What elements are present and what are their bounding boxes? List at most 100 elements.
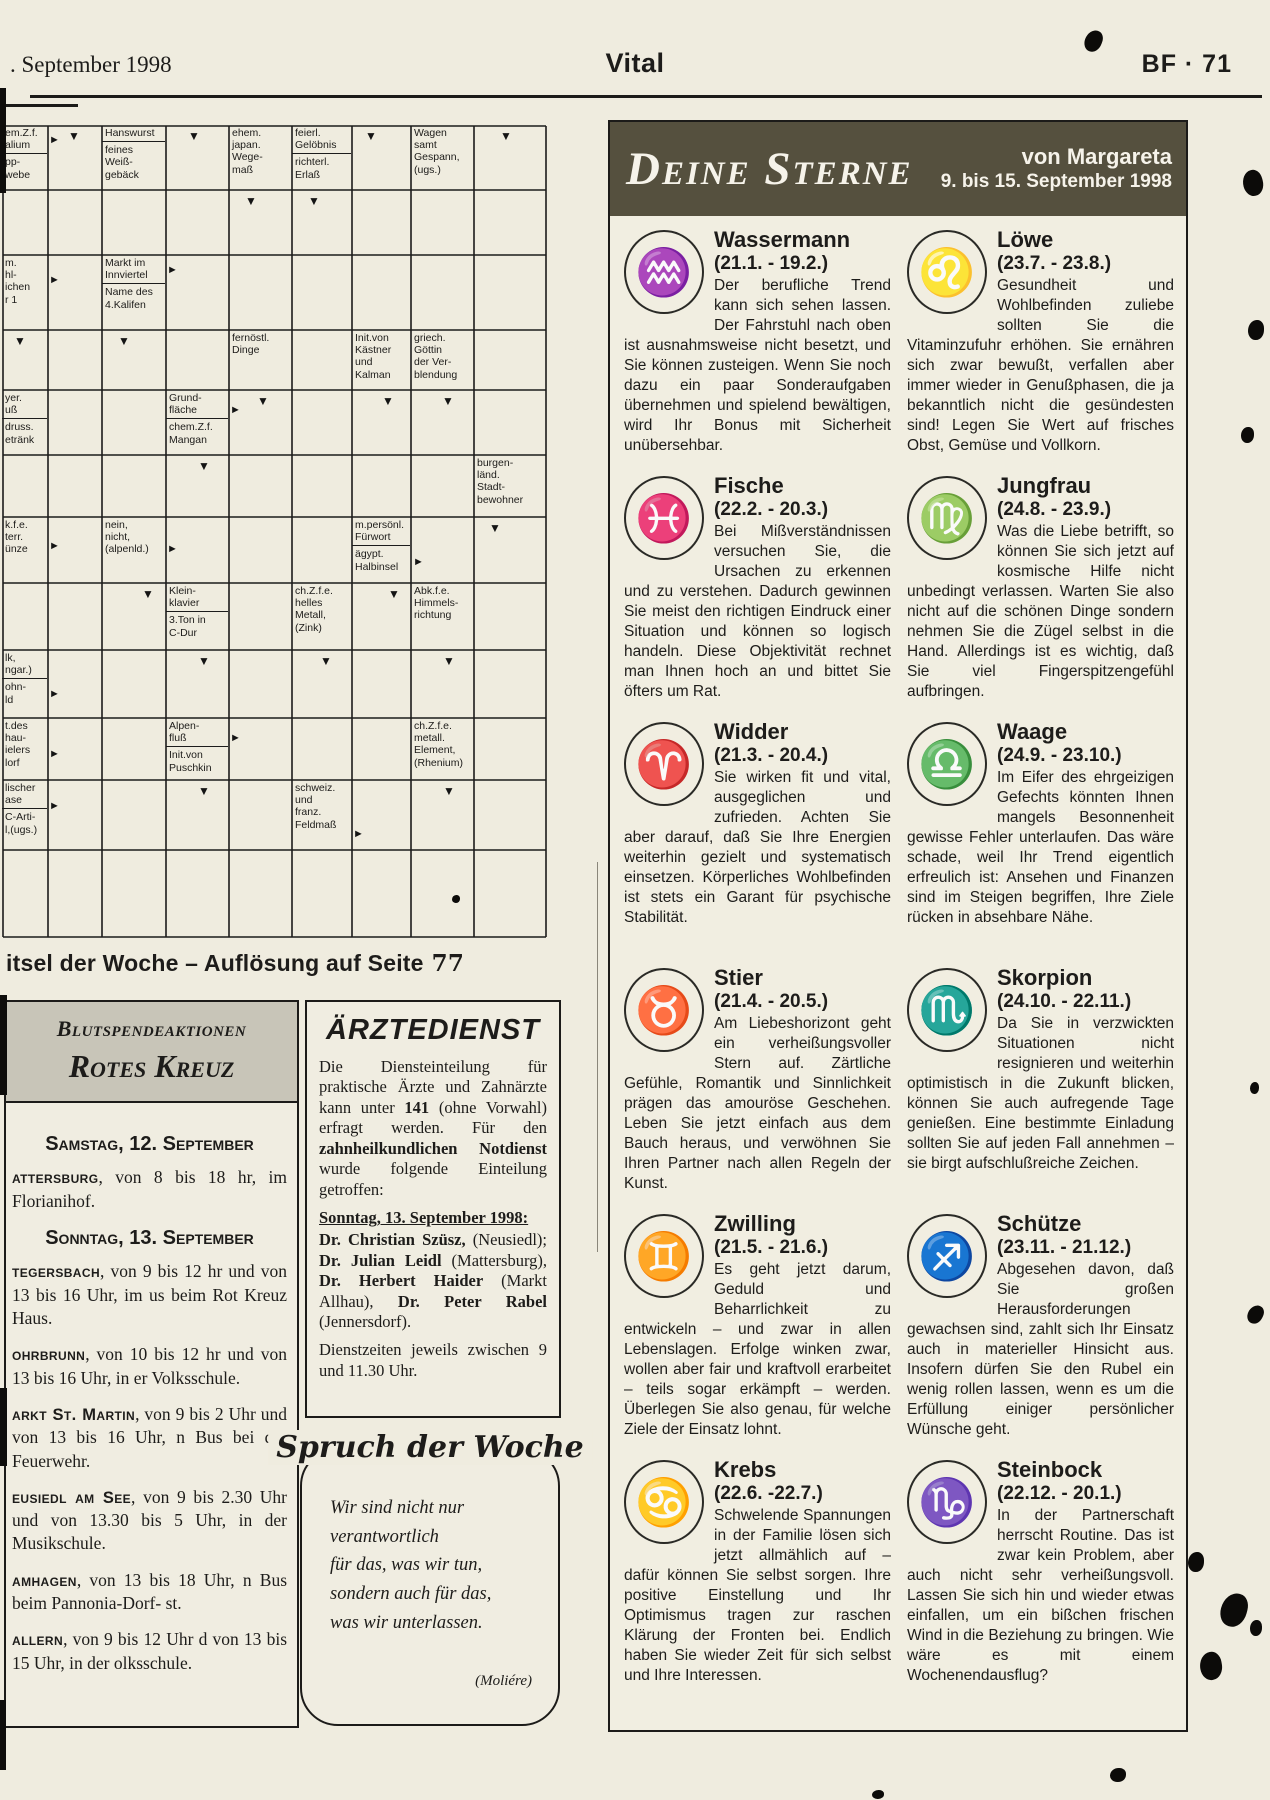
- page-edge-shadow: [0, 88, 6, 193]
- location-name: eusiedl am See: [12, 1488, 132, 1507]
- page-edge-shadow: [0, 1700, 6, 1770]
- blood-drive-day1-items: attersburg, von 8 bis 18 hr, im Floriani…: [12, 1166, 287, 1213]
- horoscope-sign: ♋ Krebs (22.6. -22.7.) Schwelende Spannun…: [624, 1454, 891, 1700]
- entry-details: , von 9 bis 12 hr und von 13 bis 16 Uhr,…: [12, 1260, 287, 1328]
- entry-details: , von 9 bis 12 Uhr d von 13 bis 15 Uhr, …: [12, 1629, 287, 1674]
- sign-dates: (22.6. -22.7.): [714, 1482, 823, 1504]
- quote-line: sondern auch für das,: [330, 1584, 492, 1605]
- clue-text: feines Weiß- gebäck: [105, 144, 139, 181]
- clue-text: pp- webe: [5, 156, 31, 181]
- arrow-right-icon: [49, 131, 60, 147]
- sign-dates: (21.1. - 19.2.): [714, 252, 829, 274]
- solution-page-number: 77: [431, 950, 465, 977]
- clue-text: Hanswurst: [102, 125, 165, 143]
- arrow-down-icon: [68, 128, 80, 144]
- duty-date: Sonntag, 13. September 1998:: [319, 1208, 529, 1228]
- clue-text: m.persönl. Fürwort: [352, 517, 410, 547]
- arrow-right-icon: [49, 745, 60, 761]
- sign-heading: Wassermann (21.1. - 19.2.): [624, 227, 891, 274]
- date-underline: [0, 104, 78, 107]
- doctor-service-intro: Die Diensteinteilung für praktische Ärzt…: [319, 1057, 547, 1200]
- clue-text: Klein- klavier: [166, 583, 228, 613]
- blood-drive-entry: ohrbrunn, von 10 bis 12 hr und von 13 bi…: [12, 1343, 287, 1390]
- horoscope-sign: ♎ Waage (24.9. - 23.10.) Im Eifer des ehr…: [907, 716, 1174, 962]
- arrow-down-icon: [489, 520, 501, 536]
- text-run: (Neusiedl);: [465, 1230, 547, 1250]
- horoscope-sign: ♒ Wassermann (21.1. - 19.2.) Der beruflic…: [624, 224, 891, 470]
- horoscope-sign: ♉ Stier (21.4. - 20.5.) Am Liebeshorizont…: [624, 962, 891, 1208]
- sign-forecast: Was die Liebe betrifft, so können Sie si…: [907, 522, 1174, 700]
- sign-name: Wassermann: [714, 227, 851, 252]
- clue-text: ägypt. Halbinsel: [355, 548, 399, 573]
- location-name: arkt St. Martin: [12, 1405, 136, 1424]
- quote-line: für das, was wir tun,: [330, 1555, 483, 1576]
- horoscope-sign: ♐ Schütze (23.11. - 21.12.) Abgesehen dav…: [907, 1208, 1174, 1454]
- page-edge-shadow: [0, 995, 7, 1095]
- arrow-right-icon: [353, 825, 364, 841]
- section-title: Vital: [605, 48, 665, 78]
- author: von Margareta: [1021, 144, 1172, 170]
- zodiac-icon: ♈: [624, 722, 704, 806]
- entry-details: , von 8 bis 18 hr, im Florianihof.: [12, 1167, 287, 1211]
- sign-dates: (21.3. - 20.4.): [714, 744, 829, 766]
- ink-speck: [1250, 1082, 1259, 1094]
- horoscope-sign: ♏ Skorpion (24.10. - 22.11.) Da Sie in ve…: [907, 962, 1174, 1208]
- quote-line: verantwortlich: [330, 1526, 439, 1547]
- horoscope-header: Deine Sterne von Margareta 9. bis 15. Se…: [610, 122, 1186, 216]
- blood-drive-entry: arkt St. Martin, von 9 bis 2 Uhr und von…: [12, 1403, 287, 1473]
- crossword-clue-cell: Klein- klavier 3.Ton in C-Dur: [166, 583, 229, 650]
- blood-drive-day2-items: tegersbach, von 9 bis 12 hr und von 13 b…: [12, 1260, 287, 1675]
- quote-of-the-week-box: Spruch der Woche Wir sind nicht nur veran…: [268, 1430, 592, 1726]
- clue-text: ch.Z.f.e. helles Metall, (Zink): [295, 585, 333, 634]
- crossword-clue-cell: m. hl- ichen r 1: [2, 255, 48, 330]
- horoscope-byline: von Margareta 9. bis 15. September 1998: [941, 144, 1172, 193]
- ink-speck: [1239, 167, 1267, 199]
- sign-heading: Schütze (23.11. - 21.12.): [907, 1211, 1174, 1258]
- clue-text: richterl. Erlaß: [295, 156, 330, 181]
- blood-drive-entry: tegersbach, von 9 bis 12 hr und von 13 b…: [12, 1260, 287, 1330]
- arrow-down-icon: [365, 128, 377, 144]
- clue-text: fernöstl. Dinge: [232, 332, 270, 357]
- horoscope-date-range: 9. bis 15. September 1998: [940, 170, 1172, 192]
- ink-speck: [1110, 1768, 1126, 1782]
- sign-forecast: Am Liebeshorizont geht ein verheißungsvo…: [624, 1014, 891, 1192]
- crossword-clue-cell: Grund- fläche chem.Z.f. Mangan: [166, 390, 229, 455]
- blood-drive-day-heading: Sonntag, 13. September: [45, 1226, 254, 1249]
- ink-speck: [452, 895, 460, 903]
- entry-details: , von 9 bis 2.30 Uhr und von 13.30 bis 5…: [12, 1486, 288, 1554]
- header-rule: [30, 95, 1262, 98]
- horoscope-sign: ♍ Jungfrau (24.8. - 23.9.) Was die Liebe …: [907, 470, 1174, 716]
- clue-text: burgen- länd. Stadt- bewohner: [477, 457, 524, 506]
- arrow-down-icon: [198, 653, 210, 669]
- zodiac-icon: ♎: [907, 722, 987, 806]
- crossword-clue-cell: ehem. japan. Wege- maß: [229, 125, 292, 190]
- arrow-down-icon: [500, 128, 512, 144]
- crossword-clue-cell: Alpen- fluß Init.von Puschkin: [166, 718, 229, 780]
- sign-heading: Zwilling (21.5. - 21.6.): [624, 1211, 891, 1258]
- ink-speck: [1241, 427, 1254, 443]
- sign-heading: Skorpion (24.10. - 22.11.): [907, 965, 1174, 1012]
- ink-speck: [1248, 320, 1264, 340]
- horoscope-sign: ♌ Löwe (23.7. - 23.8.) Gesundheit und Woh…: [907, 224, 1174, 470]
- arrow-down-icon: [442, 393, 454, 409]
- sign-name: Waage: [997, 719, 1068, 744]
- crossword-clue-cell: m.persönl. Fürwort ägypt. Halbinsel: [352, 517, 411, 583]
- clue-text: feierl. Gelöbnis: [292, 125, 351, 155]
- blood-drive-list: Samstag, 12. September attersburg, von 8…: [6, 1103, 297, 1675]
- crossword-clue-cell: fernöstl. Dinge: [229, 330, 292, 390]
- blood-drive-entry: amhagen, von 13 bis 18 Uhr, n Bus beim P…: [12, 1569, 287, 1616]
- clue-text: nein, nicht, (alpenld.): [105, 519, 149, 556]
- zodiac-icon: ♊: [624, 1214, 704, 1298]
- sign-dates: (21.5. - 21.6.): [714, 1236, 829, 1258]
- ink-speck: [1217, 1590, 1251, 1630]
- sign-dates: (22.2. - 20.3.): [714, 498, 829, 520]
- intro-text: Die Diensteinteilung für praktische Ärzt…: [319, 1057, 547, 1199]
- ink-speck: [1188, 1552, 1204, 1572]
- zodiac-icon: ♐: [907, 1214, 987, 1298]
- sign-name: Skorpion: [997, 965, 1093, 990]
- text-run: Dr. Herbert Haider: [319, 1271, 484, 1291]
- horoscope-title: Deine Sterne: [626, 143, 913, 195]
- clue-text: C-Arti- l,(ugs.): [5, 811, 38, 836]
- crossword-clue-cell: Init.von Kästner und Kalman: [352, 330, 411, 390]
- zodiac-icon: ♓: [624, 476, 704, 560]
